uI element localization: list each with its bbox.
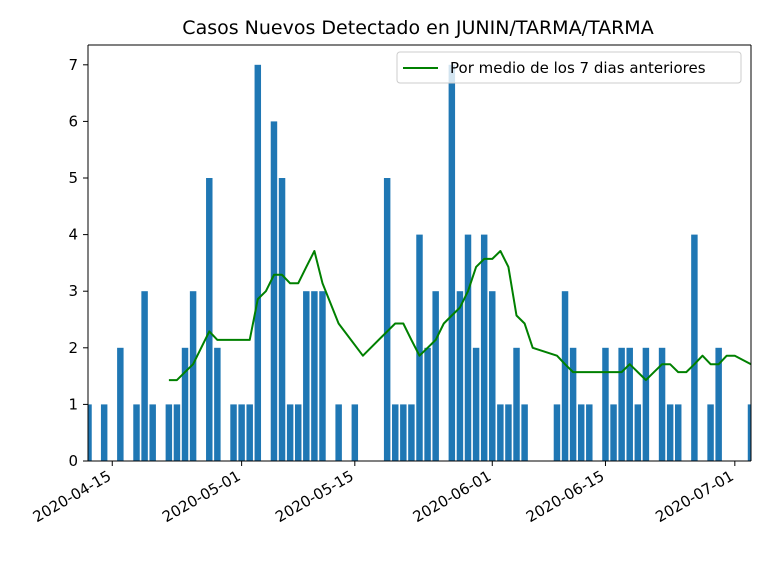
axes (87, 44, 752, 462)
bar (189, 291, 197, 461)
y-tick-label: 3 (68, 282, 78, 300)
bar (278, 178, 286, 461)
bar (286, 404, 294, 461)
bar (181, 347, 189, 461)
bar (311, 291, 318, 461)
legend-box (396, 51, 742, 84)
bar (602, 347, 609, 461)
bar (505, 404, 512, 461)
moving-average-line (168, 250, 752, 382)
bar (319, 291, 326, 461)
bar (100, 404, 108, 461)
legend: Por medio de los 7 dias anteriores (396, 51, 742, 84)
bar (335, 404, 342, 461)
bar (618, 347, 625, 461)
bar (424, 347, 431, 461)
y-tick-label: 2 (68, 339, 78, 357)
bar (88, 404, 92, 461)
legend-label: Por medio de los 7 dias anteriores (450, 59, 706, 77)
bar (610, 404, 617, 461)
bar (165, 404, 173, 461)
bar (270, 121, 278, 461)
bar (634, 404, 642, 461)
bar (666, 404, 674, 461)
y-tick-label: 5 (68, 169, 78, 187)
bar (561, 291, 569, 461)
bar (448, 64, 456, 462)
y-tick-label: 4 (68, 226, 78, 244)
bar (303, 291, 310, 461)
bar (351, 404, 359, 461)
bar (149, 404, 156, 461)
chart-title: Casos Nuevos Detectado en JUNIN/TARMA/TA… (182, 17, 653, 39)
bar (206, 178, 213, 461)
bar (489, 291, 496, 461)
x-tick-label: 2020-05-01 (159, 467, 244, 526)
y-tick-label: 7 (68, 56, 78, 74)
y-tick-label: 1 (68, 395, 78, 413)
bar (214, 347, 221, 461)
bar (230, 404, 237, 461)
x-tick-label: 2020-07-01 (652, 467, 737, 526)
y-tick-label: 0 (68, 452, 78, 470)
x-tick-label: 2020-06-01 (410, 467, 495, 526)
bar (432, 291, 439, 461)
y-axis-ticks: 0 1 2 3 4 5 6 7 (68, 56, 88, 470)
bar (294, 404, 302, 461)
bar (553, 404, 561, 461)
x-tick-label: 2020-05-15 (272, 467, 357, 526)
bar (747, 404, 751, 461)
bar (626, 347, 633, 461)
bar (392, 404, 399, 461)
bar (497, 404, 504, 461)
bar (658, 347, 666, 461)
bar (246, 404, 253, 461)
y-tick-label: 6 (68, 112, 78, 130)
bar (521, 404, 528, 461)
bar (416, 234, 423, 461)
x-tick-label: 2020-04-15 (30, 467, 115, 526)
bar (707, 404, 714, 461)
bar (133, 404, 140, 461)
bar (472, 347, 480, 461)
bar (464, 234, 472, 461)
bar (674, 404, 682, 461)
bar (254, 64, 262, 462)
bar (577, 404, 585, 461)
bar (480, 234, 488, 461)
bar (642, 347, 650, 461)
bar (383, 178, 391, 461)
bar (117, 347, 124, 461)
bar (586, 404, 593, 461)
bar (715, 347, 722, 461)
bar (691, 234, 698, 461)
bar (400, 404, 407, 461)
bar (141, 291, 148, 461)
x-tick-label: 2020-06-15 (523, 467, 608, 526)
bar-series (88, 64, 751, 462)
x-axis-ticks: 2020-04-15 2020-05-01 2020-05-15 2020-06-01… (30, 461, 737, 526)
moving-average-series (168, 250, 752, 382)
bar (238, 404, 245, 461)
bar (513, 347, 520, 461)
bar (569, 347, 577, 461)
bar (408, 404, 415, 461)
bar (173, 404, 181, 461)
bar (456, 291, 464, 461)
